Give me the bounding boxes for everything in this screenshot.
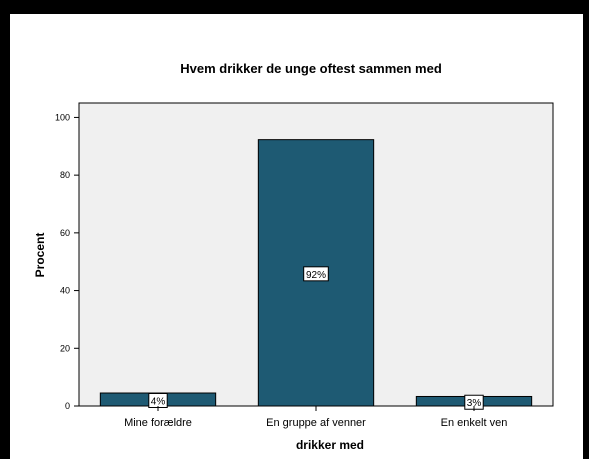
bars: 4% 92% 3% <box>99 139 533 410</box>
x-axis: Mine forældre En gruppe af venner En enkel… <box>124 406 507 429</box>
data-label-box <box>303 266 329 282</box>
y-tick-label: 0 <box>65 401 70 411</box>
y-tick-label: 60 <box>60 228 70 238</box>
chart-title: Hvem drikker de unge oftest sammen med <box>180 61 442 76</box>
y-tick-label: 40 <box>60 286 70 296</box>
y-tick-label: 20 <box>60 343 70 353</box>
data-label: 3% <box>467 398 482 409</box>
y-axis: 0 20 40 60 80 100 <box>55 112 79 411</box>
y-axis-label: Procent <box>33 233 47 278</box>
y-tick-label: 100 <box>55 112 70 122</box>
data-label: 4% <box>151 397 166 408</box>
x-tick-label: Mine forældre <box>124 417 192 429</box>
x-axis-label: drikker med <box>296 438 364 452</box>
y-tick-label: 80 <box>60 170 70 180</box>
x-tick-label: En enkelt ven <box>441 417 508 429</box>
x-tick-label: En gruppe af venner <box>266 417 366 429</box>
data-label: 92% <box>306 270 326 281</box>
